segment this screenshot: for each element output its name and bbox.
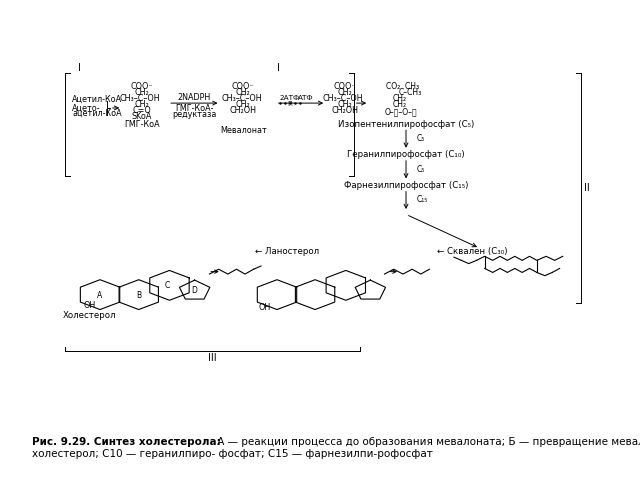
Text: I: I [276, 62, 280, 72]
Text: CH₂: CH₂ [134, 100, 149, 109]
Text: CH₂: CH₂ [337, 88, 352, 96]
Text: C–CH₃: C–CH₃ [399, 88, 422, 97]
Text: OH: OH [83, 301, 96, 310]
Text: ← Ланостерол: ← Ланостерол [255, 247, 319, 256]
Text: A: A [97, 290, 102, 300]
Text: ацетил-КоА: ацетил-КоА [72, 109, 122, 118]
Text: I: I [77, 62, 81, 72]
Text: CH₃–C–OH: CH₃–C–OH [221, 94, 262, 103]
Text: II: II [584, 183, 590, 193]
Text: Ацетил-КоА: Ацетил-КоА [72, 95, 122, 104]
Text: CH₂OH: CH₂OH [331, 106, 358, 115]
Text: C₅: C₅ [417, 134, 426, 143]
Text: COO⁻: COO⁻ [333, 82, 356, 91]
Text: CO₂  CH₃: CO₂ CH₃ [387, 83, 419, 92]
Text: C₁₅: C₁₅ [417, 195, 428, 204]
Text: редуктаза: редуктаза [172, 110, 216, 119]
Text: COO⁻: COO⁻ [131, 83, 153, 92]
Text: Изопентенилпирофосфат (C₅): Изопентенилпирофосфат (C₅) [338, 120, 474, 129]
Text: Мевалонат: Мевалонат [220, 126, 267, 135]
Text: Ацето-: Ацето- [72, 104, 101, 112]
Text: CH₂: CH₂ [392, 100, 406, 109]
Text: CH₂OH: CH₂OH [230, 106, 257, 115]
Text: D: D [191, 287, 197, 296]
Text: CH₂: CH₂ [337, 100, 352, 109]
Text: А — реакции процесса до образования мевалоната; Б — превращение мевалоната в: А — реакции процесса до образования мева… [214, 437, 640, 447]
Text: III: III [208, 353, 217, 363]
Text: CH₃–C–OH: CH₃–C–OH [323, 94, 363, 103]
Text: O–Ⓟ–O–Ⓟ: O–Ⓟ–O–Ⓟ [385, 108, 417, 117]
Text: АТФ: АТФ [298, 95, 313, 101]
Text: Геранилпирофосфат (C₁₀): Геранилпирофосфат (C₁₀) [348, 150, 465, 159]
Text: CH₃–C–OH: CH₃–C–OH [120, 94, 160, 103]
Text: C: C [165, 281, 170, 290]
Text: C₅: C₅ [417, 165, 426, 174]
Text: ГМГ-КоА: ГМГ-КоА [124, 120, 159, 129]
Text: ГМГ-КоА-: ГМГ-КоА- [175, 104, 213, 113]
Text: CH₂: CH₂ [392, 94, 406, 103]
Text: холестерол; С10 — геранилпиро- фосфат; С15 — фарнезилпи-рофосфат: холестерол; С10 — геранилпиро- фосфат; С… [32, 449, 433, 459]
Text: CH₂: CH₂ [236, 100, 251, 109]
Text: B: B [136, 290, 141, 300]
Text: SKoA: SKoA [132, 112, 152, 121]
Text: Рис. 9.29. Синтез холестерола:: Рис. 9.29. Синтез холестерола: [32, 437, 221, 447]
Text: C=O: C=O [132, 106, 151, 115]
Text: ← Сквален (C₃₀): ← Сквален (C₃₀) [436, 247, 508, 256]
Text: Pᵢ: Pᵢ [288, 100, 293, 107]
Text: Фарнезилпирофосфат (C₁₅): Фарнезилпирофосфат (C₁₅) [344, 181, 468, 190]
Text: COO⁻: COO⁻ [232, 83, 255, 92]
Text: OH: OH [259, 303, 271, 312]
Text: Холестерол: Холестерол [63, 311, 116, 320]
Text: 2АТФ: 2АТФ [279, 95, 300, 101]
Text: CH₂: CH₂ [236, 88, 251, 97]
Text: 2NADPH: 2NADPH [177, 94, 211, 102]
Text: CH₂: CH₂ [134, 88, 149, 97]
